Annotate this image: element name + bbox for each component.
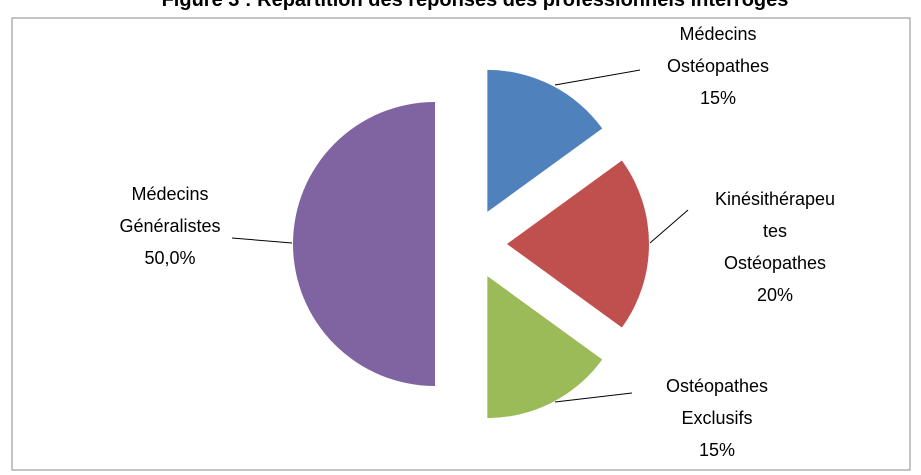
pie-slice: [293, 102, 435, 386]
slice-label: Kinésithérapeu tes Ostéopathes: [715, 189, 835, 273]
chart-title: Figure 3 : Répartition des réponses des …: [162, 0, 789, 11]
pie-slice: [487, 276, 603, 419]
leader-line: [554, 69, 641, 86]
leader-line: [231, 237, 293, 244]
leader-line: [554, 392, 633, 403]
slice-label: Médecins Ostéopathes: [667, 24, 769, 76]
slice-label: Médecins Généralistes: [119, 184, 220, 236]
value-label: 20%: [757, 285, 793, 305]
pie-slice: [507, 160, 649, 328]
slice-label: Ostéopathes Exclusifs: [666, 376, 768, 428]
leader-line: [649, 209, 689, 244]
value-label: 15%: [699, 440, 735, 460]
value-label: 50,0%: [144, 248, 195, 268]
chart-frame: [11, 17, 911, 471]
pie-slice: [487, 69, 603, 212]
value-label: 15%: [700, 88, 736, 108]
